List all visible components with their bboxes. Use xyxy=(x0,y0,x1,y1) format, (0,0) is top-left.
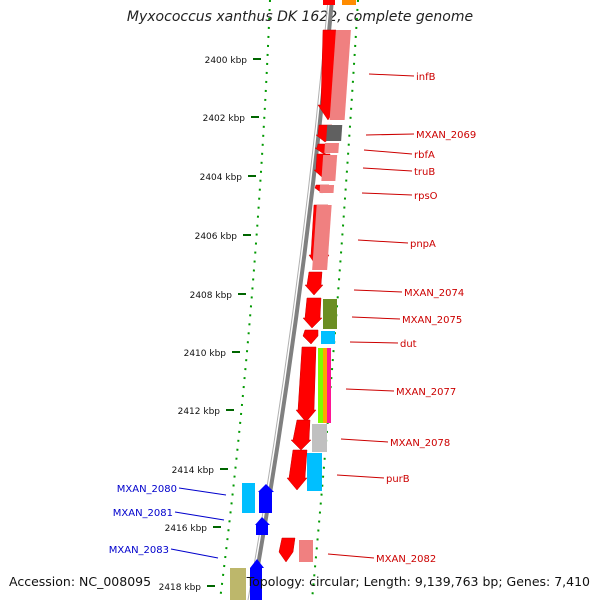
feature-MXAN_2077-b xyxy=(323,348,327,423)
gene-label: rpsO xyxy=(414,191,438,202)
gene-leader-line xyxy=(368,73,415,77)
kbp-ruler: 2400 kbp 2402 kbp 2404 kbp 2406 kbp 2408 kbp… xyxy=(159,56,261,593)
feature-rpsO xyxy=(319,185,335,193)
feature-MXAN_2075 xyxy=(323,299,337,329)
cds-MXAN_2083 xyxy=(250,559,264,600)
feature-MXAN_2082 xyxy=(299,540,313,562)
cds-MXAN_2077 xyxy=(295,346,317,423)
gene-label: MXAN_2075 xyxy=(402,315,462,326)
gene-label: MXAN_2080 xyxy=(117,484,177,495)
gene-label: infB xyxy=(416,72,436,83)
gene-leader-line xyxy=(174,511,225,521)
feature-dut xyxy=(321,331,335,344)
ruler-label: 2408 kbp xyxy=(190,291,233,301)
gene-label: MXAN_2083 xyxy=(109,545,169,556)
gene-label: truB xyxy=(414,167,435,178)
gene-leader-line xyxy=(361,192,413,196)
cds-MXAN_2075 xyxy=(302,297,323,329)
feature-track xyxy=(299,30,351,562)
cds-purB xyxy=(286,449,308,491)
gene-leader-line xyxy=(353,289,403,293)
ruler-label: 2406 kbp xyxy=(195,232,238,242)
cds-MXAN_2078 xyxy=(290,419,312,451)
gene-label: MXAN_2074 xyxy=(404,288,464,299)
cds-MXAN_2082 xyxy=(278,537,296,563)
gene-block-top xyxy=(342,0,356,5)
gene-leader-line xyxy=(362,167,413,172)
feature-truB xyxy=(321,155,338,181)
left-gene-labels: MXAN_2080 MXAN_2081 MXAN_2083 xyxy=(109,484,227,559)
cds-dut xyxy=(302,329,319,345)
ruler-label: 2418 kbp xyxy=(159,583,202,593)
map-title: Myxococcus xanthus DK 1622, complete gen… xyxy=(126,9,474,25)
feature-pnpA xyxy=(312,205,332,270)
accession-text: Accession: NC_008095 xyxy=(9,574,152,589)
gene-label: rbfA xyxy=(414,150,435,161)
gene-label: MXAN_2077 xyxy=(396,387,456,398)
feature-MXAN_2077-a xyxy=(318,348,323,423)
feature-rbfA xyxy=(324,143,340,153)
gene-label: MXAN_2082 xyxy=(376,554,436,565)
genome-stats-text: Topology: circular; Length: 9,139,763 bp… xyxy=(246,574,590,589)
gene-label: purB xyxy=(386,474,410,485)
gene-leader-line xyxy=(345,388,395,392)
gene-leader-line xyxy=(349,341,399,344)
gene-leader-line xyxy=(363,149,413,155)
gene-leader-line xyxy=(365,133,415,136)
gene-leader-line xyxy=(327,553,375,559)
feature-MXAN_2078 xyxy=(312,424,327,452)
feature-MXAN_2080 xyxy=(242,483,255,513)
gene-label: pnpA xyxy=(410,239,436,250)
ruler-label: 2400 kbp xyxy=(205,56,248,66)
cds-MXAN_2074 xyxy=(304,271,324,296)
gene-leader-line xyxy=(357,239,409,244)
right-gene-labels: infB MXAN_2069 rbfA truB rpsO pnpA MXAN_2074 MX… xyxy=(327,72,476,565)
gene-label: MXAN_2078 xyxy=(390,438,450,449)
ruler-label: 2416 kbp xyxy=(165,524,208,534)
feature-purB xyxy=(307,453,322,491)
gene-leader-line xyxy=(340,438,389,443)
feature-MXAN_2077-c xyxy=(327,348,331,423)
ruler-label: 2412 kbp xyxy=(178,407,221,417)
gene-leader-line xyxy=(351,316,401,320)
gene-label: MXAN_2069 xyxy=(416,130,476,141)
gene-leader-line xyxy=(336,474,385,479)
feature-MXAN_2069 xyxy=(326,125,343,141)
gene-leader-line xyxy=(178,487,227,496)
cds-MXAN_2080 xyxy=(258,484,274,513)
genome-backbone-shadow xyxy=(247,0,329,600)
ruler-label: 2402 kbp xyxy=(203,114,246,124)
gene-label: MXAN_2081 xyxy=(113,508,173,519)
ruler-label: 2414 kbp xyxy=(172,466,215,476)
feature-infB xyxy=(329,30,351,120)
gene-label: dut xyxy=(400,339,417,350)
gene-block-top-2 xyxy=(323,0,335,5)
feature-MXAN_2083 xyxy=(230,568,246,600)
reverse-cds-track xyxy=(230,483,274,600)
cds-MXAN_2081 xyxy=(255,517,270,535)
ruler-label: 2404 kbp xyxy=(200,173,243,183)
gene-leader-line xyxy=(170,548,219,559)
ruler-label: 2410 kbp xyxy=(184,349,227,359)
